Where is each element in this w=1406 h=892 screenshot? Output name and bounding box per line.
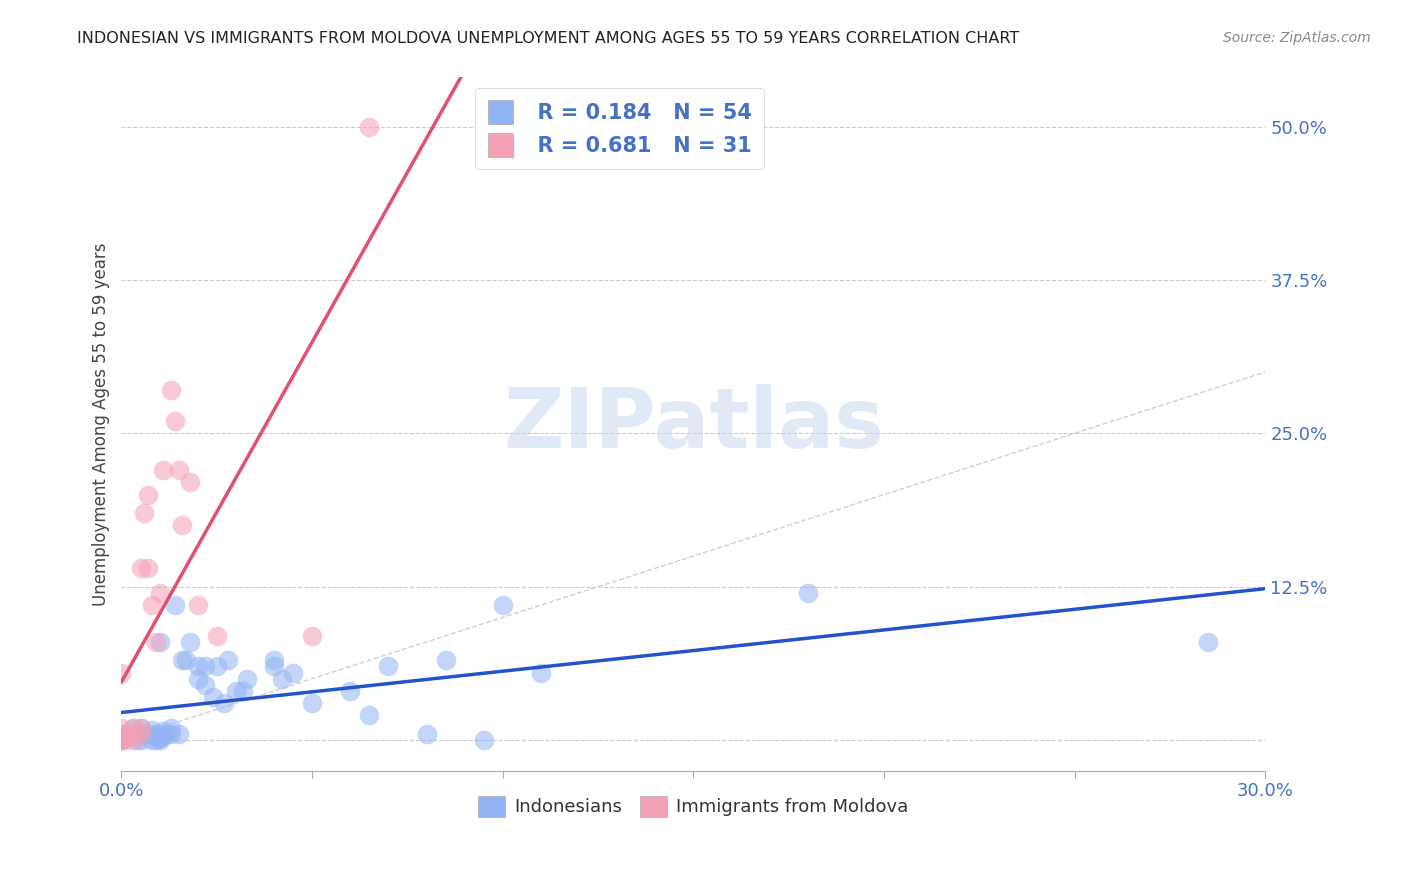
Point bbox=[129, 721, 152, 735]
Point bbox=[172, 653, 194, 667]
Point bbox=[156, 727, 179, 741]
Point bbox=[232, 684, 254, 698]
Point bbox=[339, 684, 361, 698]
Point bbox=[125, 733, 148, 747]
Point bbox=[179, 635, 201, 649]
Point bbox=[118, 727, 141, 741]
Point bbox=[114, 727, 136, 741]
Text: ZIPatlas: ZIPatlas bbox=[503, 384, 884, 465]
Point bbox=[110, 665, 132, 680]
Point bbox=[415, 727, 437, 741]
Point bbox=[377, 659, 399, 673]
Point bbox=[110, 733, 132, 747]
Point bbox=[110, 721, 132, 735]
Point bbox=[145, 729, 167, 743]
Y-axis label: Unemployment Among Ages 55 to 59 years: Unemployment Among Ages 55 to 59 years bbox=[93, 243, 110, 606]
Point bbox=[236, 672, 259, 686]
Point bbox=[301, 629, 323, 643]
Point bbox=[110, 733, 132, 747]
Point bbox=[136, 488, 159, 502]
Point bbox=[145, 733, 167, 747]
Point bbox=[187, 672, 209, 686]
Point bbox=[217, 653, 239, 667]
Point bbox=[214, 696, 236, 710]
Point bbox=[129, 721, 152, 735]
Point bbox=[172, 518, 194, 533]
Point bbox=[205, 629, 228, 643]
Point bbox=[152, 729, 174, 743]
Legend: Indonesians, Immigrants from Moldova: Indonesians, Immigrants from Moldova bbox=[471, 789, 915, 824]
Point bbox=[110, 733, 132, 747]
Point bbox=[263, 659, 285, 673]
Point bbox=[270, 672, 292, 686]
Point bbox=[145, 727, 167, 741]
Point bbox=[145, 635, 167, 649]
Point bbox=[492, 598, 515, 612]
Point bbox=[301, 696, 323, 710]
Point bbox=[179, 475, 201, 490]
Point bbox=[141, 723, 163, 738]
Point bbox=[263, 653, 285, 667]
Point bbox=[160, 384, 183, 398]
Point bbox=[136, 561, 159, 575]
Point bbox=[148, 733, 170, 747]
Point bbox=[129, 727, 152, 741]
Text: INDONESIAN VS IMMIGRANTS FROM MOLDOVA UNEMPLOYMENT AMONG AGES 55 TO 59 YEARS COR: INDONESIAN VS IMMIGRANTS FROM MOLDOVA UN… bbox=[77, 31, 1019, 46]
Point bbox=[122, 733, 145, 747]
Point bbox=[194, 659, 217, 673]
Point bbox=[152, 724, 174, 739]
Point bbox=[110, 733, 132, 747]
Point bbox=[187, 659, 209, 673]
Point bbox=[201, 690, 224, 704]
Point bbox=[167, 463, 190, 477]
Point bbox=[205, 659, 228, 673]
Point bbox=[160, 721, 183, 735]
Point bbox=[163, 598, 186, 612]
Point bbox=[163, 414, 186, 428]
Text: Source: ZipAtlas.com: Source: ZipAtlas.com bbox=[1223, 31, 1371, 45]
Point bbox=[797, 586, 820, 600]
Point bbox=[148, 727, 170, 741]
Point bbox=[148, 635, 170, 649]
Point bbox=[359, 120, 381, 134]
Point bbox=[141, 598, 163, 612]
Point bbox=[118, 727, 141, 741]
Point bbox=[1197, 635, 1219, 649]
Point bbox=[359, 708, 381, 723]
Point bbox=[530, 665, 553, 680]
Point bbox=[129, 727, 152, 741]
Point bbox=[134, 727, 156, 741]
Point bbox=[129, 733, 152, 747]
Point bbox=[141, 733, 163, 747]
Point bbox=[114, 733, 136, 747]
Point bbox=[225, 684, 247, 698]
Point bbox=[129, 561, 152, 575]
Point bbox=[167, 727, 190, 741]
Point bbox=[174, 653, 197, 667]
Point bbox=[110, 727, 132, 741]
Point bbox=[152, 463, 174, 477]
Point bbox=[122, 721, 145, 735]
Point bbox=[148, 731, 170, 745]
Point bbox=[281, 665, 304, 680]
Point bbox=[136, 727, 159, 741]
Point bbox=[187, 598, 209, 612]
Point bbox=[134, 506, 156, 520]
Point bbox=[148, 586, 170, 600]
Point bbox=[434, 653, 457, 667]
Point bbox=[160, 727, 183, 741]
Point bbox=[472, 733, 495, 747]
Point bbox=[110, 727, 132, 741]
Point bbox=[194, 678, 217, 692]
Point bbox=[122, 721, 145, 735]
